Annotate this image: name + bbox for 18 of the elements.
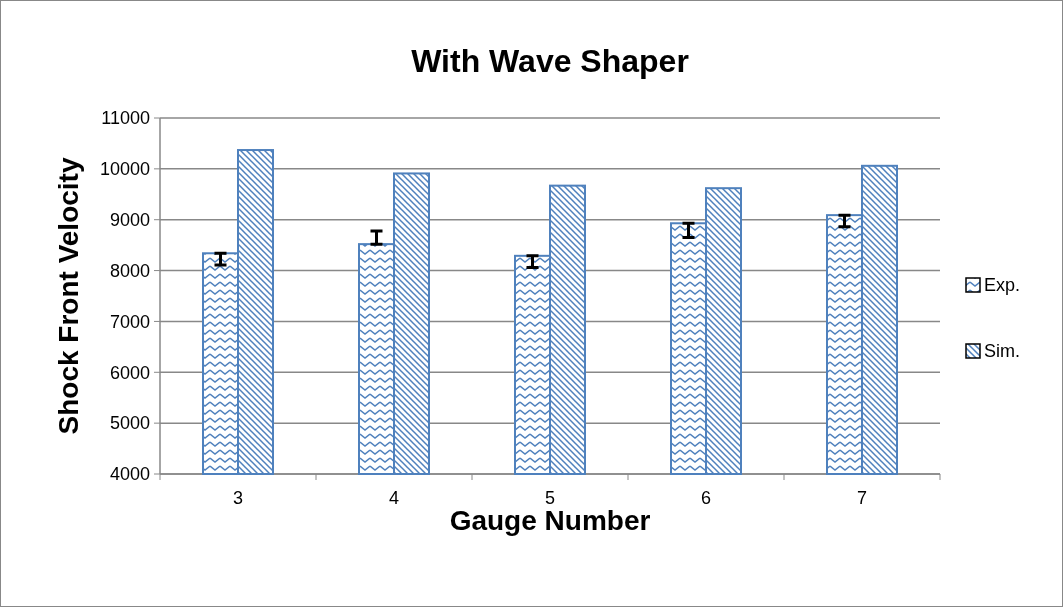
y-tick-label: 6000 [109,362,150,383]
y-tick-label: 9000 [109,210,150,231]
x-tick-label: 5 [544,488,556,508]
y-tick-label: 4000 [109,464,150,485]
y-tick-label: 11000 [101,108,150,129]
y-tick-label: 8000 [109,260,150,281]
chart-title: With Wave Shaper [411,43,689,79]
y-tick-label: 10000 [99,159,150,180]
y-tick-label: 5000 [109,413,150,434]
y-tick-label: 7000 [109,311,150,332]
x-tick-label: 3 [232,488,244,508]
y-axis-title: Shock Front Velocity [53,157,84,435]
x-axis-title: Gauge Number [449,505,651,536]
x-tick-label: 7 [856,488,868,508]
legend-label: Sim. [984,341,1020,362]
x-tick-label: 4 [388,488,400,508]
x-tick-label: 6 [700,488,712,508]
legend-label: Exp. [984,275,1021,296]
